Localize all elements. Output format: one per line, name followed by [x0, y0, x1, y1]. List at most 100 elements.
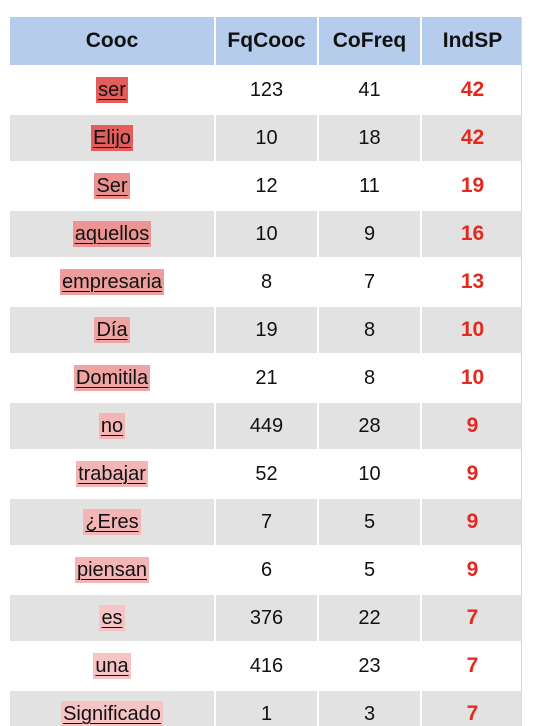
cooc-cell: trabajar [10, 451, 214, 497]
header-cooc[interactable]: Cooc [10, 17, 214, 65]
indsp-cell: 9 [422, 451, 521, 497]
table-row: aquellos 10 9 16 [10, 211, 521, 257]
indsp-value: 9 [466, 414, 479, 437]
header-cofreq[interactable]: CoFreq [319, 17, 420, 65]
indsp-cell: 10 [422, 355, 521, 401]
table-body: ser 123 41 42 Elijo 10 18 42 Ser 12 11 19 aquellos 10… [10, 67, 521, 726]
cooc-cell: ¿Eres [10, 499, 214, 545]
cooc-cell: Domitila [10, 355, 214, 401]
indsp-value: 9 [466, 462, 479, 485]
cooc-word-link[interactable]: una [93, 653, 131, 679]
table-row: Ser 12 11 19 [10, 163, 521, 209]
table-row: trabajar 52 10 9 [10, 451, 521, 497]
indsp-cell: 7 [422, 643, 521, 689]
table-row: ser 123 41 42 [10, 67, 521, 113]
cooc-word-link[interactable]: empresaria [59, 269, 165, 295]
cooc-cell: no [10, 403, 214, 449]
cooc-cell: empresaria [10, 259, 214, 305]
cofreq-cell: 5 [319, 547, 420, 593]
cofreq-cell: 5 [319, 499, 420, 545]
fqcooc-cell: 7 [216, 499, 317, 545]
fqcooc-cell: 19 [216, 307, 317, 353]
table-right-border [521, 17, 522, 726]
fqcooc-cell: 52 [216, 451, 317, 497]
cooc-cell: Elijo [10, 115, 214, 161]
cooc-word-link[interactable]: Significado [61, 701, 163, 726]
indsp-cell: 19 [422, 163, 521, 209]
cofreq-cell: 23 [319, 643, 420, 689]
table-row: empresaria 8 7 13 [10, 259, 521, 305]
indsp-cell: 9 [422, 499, 521, 545]
table-row: es 376 22 7 [10, 595, 521, 641]
cooc-word-link[interactable]: es [99, 605, 125, 631]
cooc-cell: Ser [10, 163, 214, 209]
indsp-value: 10 [460, 318, 485, 341]
cooc-word-link[interactable]: Elijo [91, 125, 133, 151]
cooc-word-link[interactable]: ¿Eres [83, 509, 141, 535]
cooc-word-link[interactable]: aquellos [72, 221, 152, 247]
indsp-value: 7 [466, 654, 479, 677]
fqcooc-cell: 10 [216, 115, 317, 161]
cofreq-cell: 8 [319, 355, 420, 401]
cofreq-cell: 10 [319, 451, 420, 497]
cooc-word-link[interactable]: ser [96, 77, 128, 103]
cooc-word-link[interactable]: Domitila [73, 365, 151, 391]
cofreq-cell: 18 [319, 115, 420, 161]
fqcooc-cell: 21 [216, 355, 317, 401]
indsp-cell: 7 [422, 595, 521, 641]
fqcooc-cell: 6 [216, 547, 317, 593]
cofreq-cell: 28 [319, 403, 420, 449]
indsp-value: 13 [460, 270, 485, 293]
indsp-value: 9 [466, 558, 479, 581]
indsp-value: 42 [460, 78, 485, 101]
cooc-cell: Día [10, 307, 214, 353]
indsp-cell: 10 [422, 307, 521, 353]
cooc-cell: ser [10, 67, 214, 113]
fqcooc-cell: 416 [216, 643, 317, 689]
header-fqcooc[interactable]: FqCooc [216, 17, 317, 65]
cooc-word-link[interactable]: Día [94, 317, 130, 343]
indsp-value: 16 [460, 222, 485, 245]
table-row: Día 19 8 10 [10, 307, 521, 353]
cooc-word-link[interactable]: Ser [94, 173, 130, 199]
indsp-cell: 9 [422, 547, 521, 593]
indsp-value: 19 [460, 174, 485, 197]
fqcooc-cell: 376 [216, 595, 317, 641]
cooc-word-link[interactable]: piensan [74, 557, 150, 583]
cofreq-cell: 41 [319, 67, 420, 113]
indsp-cell: 42 [422, 67, 521, 113]
cooc-word-link[interactable]: trabajar [76, 461, 148, 487]
header-row: Cooc FqCooc CoFreq IndSP [10, 17, 521, 65]
cooccurrence-table-container: Cooc FqCooc CoFreq IndSP ser 123 41 42 Elijo… [10, 17, 521, 726]
table-row: Elijo 10 18 42 [10, 115, 521, 161]
table-row: Domitila 21 8 10 [10, 355, 521, 401]
cooc-cell: piensan [10, 547, 214, 593]
cooc-cell: aquellos [10, 211, 214, 257]
cooccurrence-table: Cooc FqCooc CoFreq IndSP ser 123 41 42 Elijo… [10, 17, 521, 726]
fqcooc-cell: 123 [216, 67, 317, 113]
indsp-value: 42 [460, 126, 485, 149]
cofreq-cell: 11 [319, 163, 420, 209]
indsp-value: 7 [466, 606, 479, 629]
fqcooc-cell: 1 [216, 691, 317, 726]
cooc-word-link[interactable]: no [98, 413, 126, 439]
cooc-cell: una [10, 643, 214, 689]
table-header: Cooc FqCooc CoFreq IndSP [10, 17, 521, 65]
cofreq-cell: 7 [319, 259, 420, 305]
table-row: Significado 1 3 7 [10, 691, 521, 726]
table-row: ¿Eres 7 5 9 [10, 499, 521, 545]
fqcooc-cell: 12 [216, 163, 317, 209]
header-indsp[interactable]: IndSP [422, 17, 521, 65]
cofreq-cell: 3 [319, 691, 420, 726]
cofreq-cell: 8 [319, 307, 420, 353]
fqcooc-cell: 10 [216, 211, 317, 257]
table-row: piensan 6 5 9 [10, 547, 521, 593]
cofreq-cell: 9 [319, 211, 420, 257]
indsp-value: 9 [466, 510, 479, 533]
table-row: no 449 28 9 [10, 403, 521, 449]
cooc-cell: es [10, 595, 214, 641]
indsp-cell: 42 [422, 115, 521, 161]
fqcooc-cell: 449 [216, 403, 317, 449]
indsp-cell: 16 [422, 211, 521, 257]
cofreq-cell: 22 [319, 595, 420, 641]
